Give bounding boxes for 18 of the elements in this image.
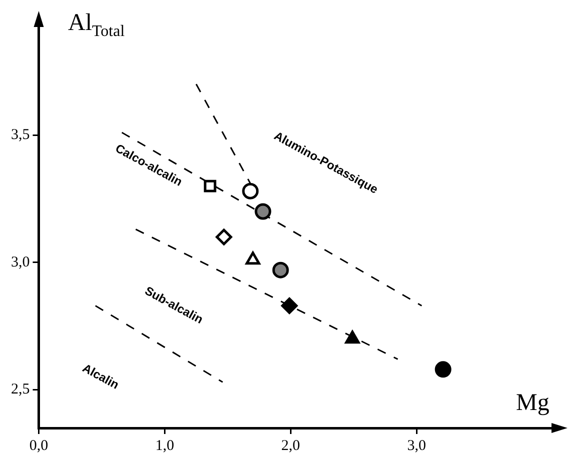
point	[434, 361, 452, 378]
point	[246, 252, 260, 265]
x-tick-label: 1,0	[155, 438, 174, 454]
x-tick-label: 2,0	[281, 438, 300, 454]
y-axis-title: Al$_{Total}$	[68, 10, 125, 41]
y-tick-label: 3,5	[11, 127, 30, 144]
y-tick-label: 2,5	[11, 382, 30, 398]
x-tick-label: 0,0	[29, 438, 48, 454]
x-tick-label: 3,0	[407, 438, 426, 454]
y-tick-label: 3,0	[11, 254, 30, 270]
x-axis-title: Mg	[516, 390, 550, 417]
point	[345, 330, 360, 344]
point	[216, 228, 232, 246]
point	[281, 297, 298, 314]
point	[272, 262, 289, 278]
point	[254, 203, 272, 220]
point	[242, 182, 259, 200]
point	[204, 180, 216, 192]
